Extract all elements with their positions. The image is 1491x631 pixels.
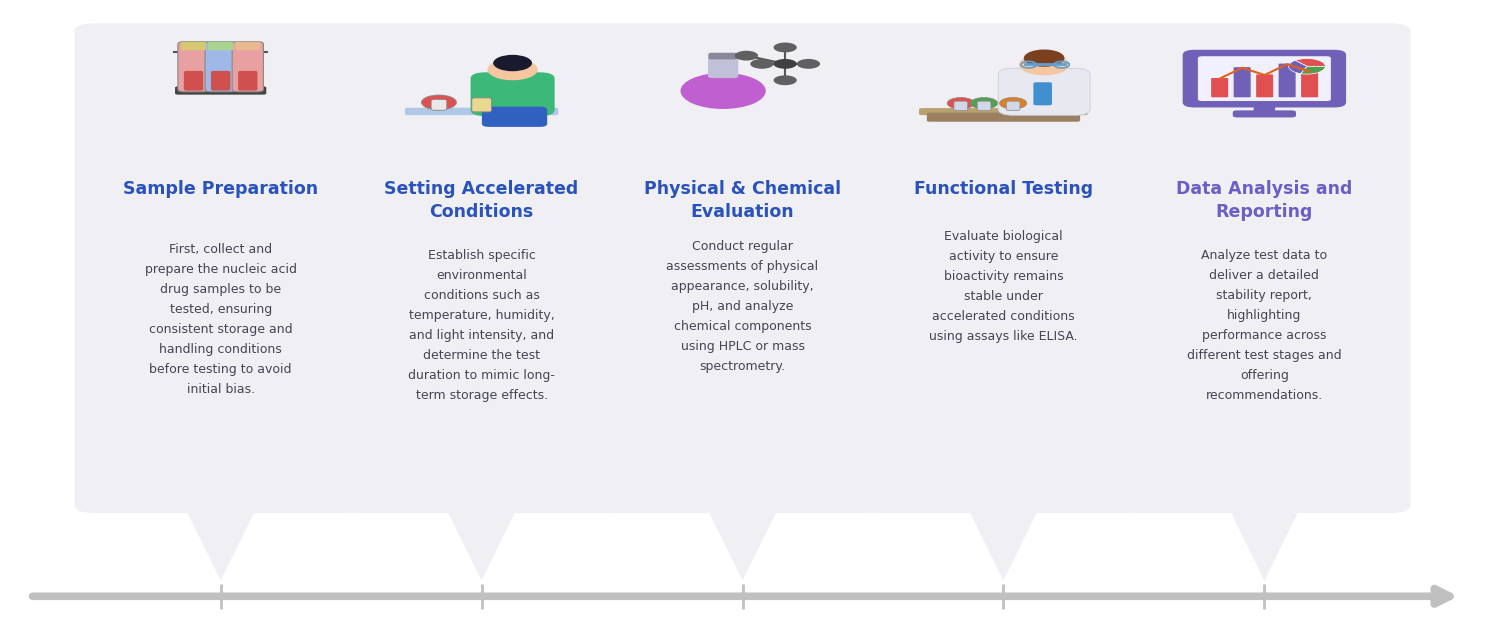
- Text: Conduct regular
assessments of physical
appearance, solubility,
pH, and analyze
: Conduct regular assessments of physical …: [666, 240, 819, 373]
- Wedge shape: [1296, 59, 1325, 66]
- FancyBboxPatch shape: [1279, 64, 1296, 97]
- FancyBboxPatch shape: [857, 23, 1150, 513]
- Circle shape: [971, 97, 997, 109]
- FancyBboxPatch shape: [1302, 71, 1318, 97]
- FancyBboxPatch shape: [1118, 23, 1410, 513]
- FancyBboxPatch shape: [999, 68, 1090, 115]
- Circle shape: [494, 55, 532, 71]
- FancyBboxPatch shape: [183, 71, 203, 90]
- FancyBboxPatch shape: [927, 112, 1079, 122]
- FancyBboxPatch shape: [977, 101, 992, 110]
- Polygon shape: [183, 505, 258, 581]
- Polygon shape: [444, 505, 519, 581]
- Text: First, collect and
prepare the nucleic acid
drug samples to be
tested, ensuring
: First, collect and prepare the nucleic a…: [145, 243, 297, 396]
- FancyBboxPatch shape: [482, 107, 547, 127]
- Wedge shape: [1300, 66, 1325, 74]
- Circle shape: [488, 59, 538, 80]
- Polygon shape: [1227, 505, 1302, 581]
- FancyBboxPatch shape: [335, 23, 628, 513]
- FancyBboxPatch shape: [177, 42, 209, 91]
- Text: Setting Accelerated
Conditions: Setting Accelerated Conditions: [385, 180, 579, 221]
- Text: Sample Preparation: Sample Preparation: [124, 180, 318, 198]
- Text: Establish specific
environmental
conditions such as
temperature, humidity,
and l: Establish specific environmental conditi…: [409, 249, 555, 402]
- FancyBboxPatch shape: [596, 23, 889, 513]
- FancyBboxPatch shape: [918, 108, 1088, 115]
- Circle shape: [774, 42, 796, 52]
- FancyBboxPatch shape: [1233, 110, 1296, 117]
- FancyBboxPatch shape: [207, 42, 233, 50]
- Circle shape: [947, 97, 975, 109]
- FancyBboxPatch shape: [1006, 101, 1020, 110]
- FancyBboxPatch shape: [1255, 74, 1273, 97]
- FancyBboxPatch shape: [954, 101, 968, 110]
- Text: Data Analysis and
Reporting: Data Analysis and Reporting: [1176, 180, 1352, 221]
- FancyBboxPatch shape: [471, 98, 492, 112]
- FancyBboxPatch shape: [233, 42, 264, 91]
- Circle shape: [774, 59, 796, 69]
- FancyBboxPatch shape: [708, 54, 738, 78]
- Polygon shape: [705, 505, 780, 581]
- FancyBboxPatch shape: [1182, 50, 1346, 107]
- FancyBboxPatch shape: [204, 42, 236, 91]
- Circle shape: [1024, 49, 1065, 67]
- FancyBboxPatch shape: [212, 71, 230, 90]
- FancyBboxPatch shape: [406, 108, 558, 115]
- FancyBboxPatch shape: [180, 42, 206, 50]
- FancyBboxPatch shape: [1233, 67, 1251, 97]
- Text: Evaluate biological
activity to ensure
bioactivity remains
stable under
accelera: Evaluate biological activity to ensure b…: [929, 230, 1078, 343]
- Text: Analyze test data to
deliver a detailed
stability report,
highlighting
performan: Analyze test data to deliver a detailed …: [1187, 249, 1342, 402]
- Circle shape: [680, 73, 766, 109]
- Circle shape: [1018, 54, 1069, 75]
- Circle shape: [999, 97, 1027, 109]
- FancyBboxPatch shape: [1197, 56, 1331, 101]
- Circle shape: [735, 50, 757, 61]
- FancyBboxPatch shape: [1211, 78, 1229, 97]
- FancyBboxPatch shape: [471, 73, 555, 116]
- FancyBboxPatch shape: [174, 86, 267, 95]
- Polygon shape: [966, 505, 1041, 581]
- FancyBboxPatch shape: [75, 23, 367, 513]
- Text: Functional Testing: Functional Testing: [914, 180, 1093, 198]
- Circle shape: [796, 59, 820, 69]
- FancyBboxPatch shape: [708, 53, 738, 59]
- Wedge shape: [1288, 61, 1308, 74]
- FancyBboxPatch shape: [239, 71, 258, 90]
- Circle shape: [422, 95, 456, 110]
- FancyBboxPatch shape: [236, 42, 261, 50]
- FancyBboxPatch shape: [1254, 101, 1275, 115]
- Text: Physical & Chemical
Evaluation: Physical & Chemical Evaluation: [644, 180, 841, 221]
- Circle shape: [750, 59, 774, 69]
- FancyBboxPatch shape: [431, 100, 447, 110]
- Circle shape: [774, 75, 796, 85]
- FancyBboxPatch shape: [1033, 82, 1053, 105]
